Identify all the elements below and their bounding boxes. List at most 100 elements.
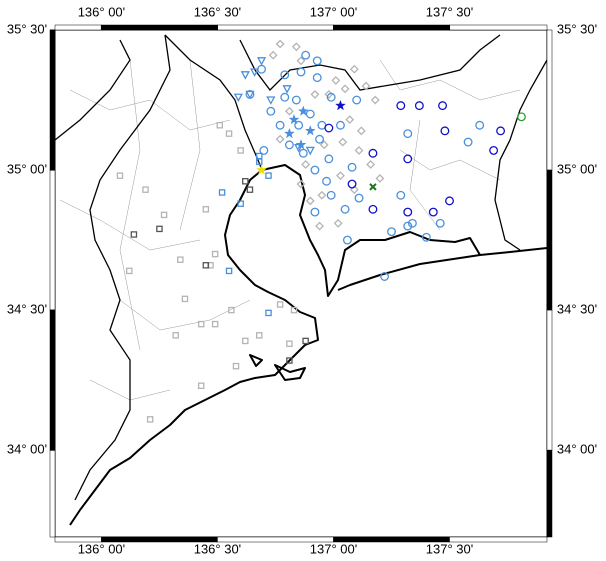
station-diamond	[275, 39, 285, 49]
station-circle	[396, 190, 406, 200]
station-square	[302, 337, 309, 345]
frame-band	[333, 24, 450, 31]
lon-tick-label: 136° 00'	[78, 541, 125, 556]
station-circle	[310, 165, 320, 175]
station-square	[265, 172, 272, 179]
station-circle	[312, 73, 322, 83]
station-square	[172, 332, 179, 339]
station-circle	[336, 120, 345, 130]
station-star	[304, 125, 316, 136]
station-circle	[324, 123, 334, 133]
station-circle	[266, 106, 276, 116]
station-circle	[291, 95, 301, 105]
station-star	[297, 105, 309, 116]
station-circle	[440, 126, 450, 136]
station-square	[225, 267, 233, 275]
lat-tick-label: 34° 00'	[7, 442, 47, 457]
station-diamond	[310, 90, 320, 99]
station-square	[126, 267, 133, 275]
station-circle	[284, 140, 294, 150]
station-triangle	[266, 96, 276, 105]
station-star	[256, 164, 268, 175]
station-circle	[305, 109, 315, 119]
station-square	[225, 130, 233, 137]
station-circle	[326, 92, 336, 102]
frame-band	[449, 536, 548, 543]
station-circle	[340, 204, 350, 214]
station-diamond	[349, 64, 359, 74]
station-diamond	[296, 179, 306, 189]
frame-band	[546, 309, 553, 451]
prefecture-boundaries	[54, 34, 548, 501]
station-circle	[322, 176, 331, 186]
lat-tick-label: 35° 30'	[7, 21, 47, 36]
station-circle	[310, 207, 320, 217]
station-circle	[435, 218, 445, 228]
station-square	[242, 337, 249, 345]
frame-band	[49, 449, 56, 538]
lon-tick-label: 136° 30'	[194, 541, 241, 556]
station-diamond	[375, 174, 385, 183]
station-diamond	[301, 160, 311, 169]
station-square	[290, 306, 298, 314]
frame-band	[49, 169, 56, 311]
station-circle	[445, 196, 454, 206]
station-square	[146, 416, 154, 423]
frame-band	[546, 449, 553, 538]
station-square	[265, 309, 272, 317]
frame-band	[546, 29, 553, 171]
station-diamond	[356, 126, 366, 136]
station-circle	[368, 204, 378, 214]
station-circle	[475, 120, 485, 130]
lat-tick-label: 35° 00'	[7, 161, 47, 176]
station-circle	[403, 221, 413, 231]
station-circle	[403, 129, 413, 139]
station-square	[116, 172, 124, 179]
frame-band	[101, 24, 218, 31]
station-diamond	[315, 221, 324, 231]
station-circle	[352, 95, 362, 105]
station-diamond	[366, 160, 376, 169]
station-diamond	[296, 56, 306, 66]
station-diamond	[291, 42, 301, 52]
station-circle	[407, 218, 417, 228]
lat-tick-label: 34° 30'	[557, 302, 597, 317]
station-circle	[517, 112, 526, 122]
lon-tick-label: 137° 30'	[426, 541, 473, 556]
lat-tick-label: 34° 30'	[7, 302, 47, 317]
station-square	[181, 295, 189, 303]
station-square	[197, 382, 205, 389]
station-triangle	[256, 57, 267, 66]
station-square	[286, 340, 293, 347]
station-circle	[489, 145, 499, 155]
station-diamond	[284, 106, 294, 116]
station-circle	[347, 162, 357, 172]
station-square	[246, 186, 254, 193]
lon-tick-label: 137° 00'	[310, 4, 357, 19]
station-circle	[275, 120, 285, 130]
station-square	[255, 332, 263, 339]
station-diamond	[275, 134, 285, 144]
station-circle	[354, 193, 364, 203]
station-circle	[396, 101, 406, 111]
station-circle	[496, 126, 506, 136]
station-square	[232, 362, 240, 370]
markers	[116, 39, 526, 423]
lon-tick-label: 136° 30'	[194, 4, 241, 19]
station-diamond	[340, 84, 350, 94]
frame-band	[54, 24, 102, 31]
station-square	[218, 189, 226, 196]
station-x	[369, 183, 377, 191]
station-circle	[438, 101, 448, 111]
station-circle	[298, 148, 308, 158]
station-triangle	[245, 90, 255, 100]
frame-ticks	[49, 24, 553, 543]
lat-tick-label: 35° 00'	[557, 161, 597, 176]
station-square	[142, 186, 149, 193]
station-circle	[326, 190, 336, 200]
station-circle	[403, 207, 413, 217]
station-circle	[259, 145, 269, 155]
station-star	[288, 113, 300, 125]
station-diamond	[319, 140, 329, 150]
station-square	[156, 225, 163, 233]
